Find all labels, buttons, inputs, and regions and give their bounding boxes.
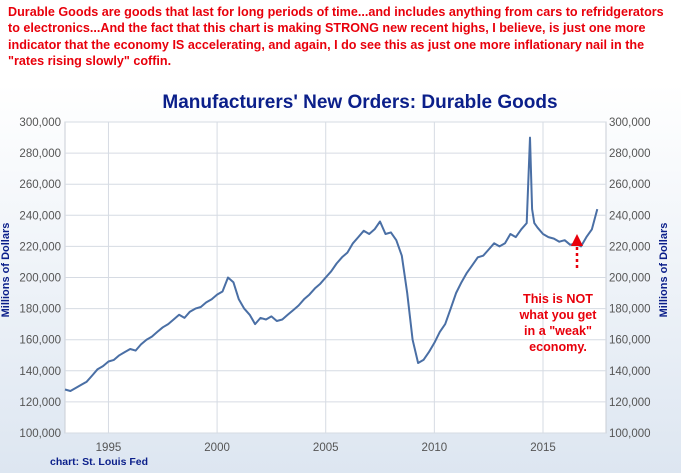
- annotation-line: in a "weak": [524, 324, 592, 338]
- y-tick-label-right: 260,000: [609, 179, 651, 191]
- y-tick-label-left: 140,000: [19, 366, 61, 378]
- y-tick-label-left: 220,000: [19, 241, 61, 253]
- y-tick-label-left: 240,000: [19, 210, 61, 222]
- y-tick-label-right: 200,000: [609, 273, 651, 285]
- annotation-line: economy.: [529, 340, 587, 354]
- y-tick-label-right: 180,000: [609, 304, 651, 316]
- y-tick-label-left: 160,000: [19, 335, 61, 347]
- annotation-text: This is NOT what you get in a "weak" eco…: [508, 291, 608, 355]
- y-tick-label-left: 100,000: [19, 428, 61, 440]
- x-tick-label: 2000: [204, 442, 230, 454]
- chart-title: Manufacturers' New Orders: Durable Goods: [162, 92, 558, 113]
- y-tick-label-right: 300,000: [609, 117, 651, 129]
- x-tick-label: 2005: [313, 442, 339, 454]
- y-tick-label-left: 180,000: [19, 304, 61, 316]
- y-tick-label-right: 220,000: [609, 241, 651, 253]
- x-tick-label: 2015: [530, 442, 556, 454]
- y-tick-label-left: 200,000: [19, 273, 61, 285]
- y-tick-label-left: 120,000: [19, 397, 61, 409]
- y-axis-label-left: Millions of Dollars: [0, 222, 12, 318]
- y-axis-label-right: Millions of Dollars: [658, 222, 670, 318]
- x-tick-label: 1995: [96, 442, 122, 454]
- y-tick-label-right: 140,000: [609, 366, 651, 378]
- source-credit: chart: St. Louis Fed: [50, 456, 149, 468]
- series-line: [64, 136, 599, 392]
- x-tick-label: 2010: [422, 442, 448, 454]
- y-tick-label-left: 260,000: [19, 179, 61, 191]
- y-tick-label-right: 100,000: [609, 428, 651, 440]
- commentary-caption: Durable Goods are goods that last for lo…: [8, 5, 664, 69]
- annotation-arrow-head: [571, 234, 583, 246]
- y-tick-label-right: 280,000: [609, 148, 651, 160]
- y-tick-label-right: 240,000: [609, 210, 651, 222]
- y-tick-label-left: 300,000: [19, 117, 61, 129]
- y-tick-label-left: 280,000: [19, 148, 61, 160]
- y-tick-label-right: 160,000: [609, 335, 651, 347]
- y-tick-label-right: 120,000: [609, 397, 651, 409]
- annotation-line: what you get: [519, 308, 597, 322]
- annotation-line: This is NOT: [523, 292, 593, 306]
